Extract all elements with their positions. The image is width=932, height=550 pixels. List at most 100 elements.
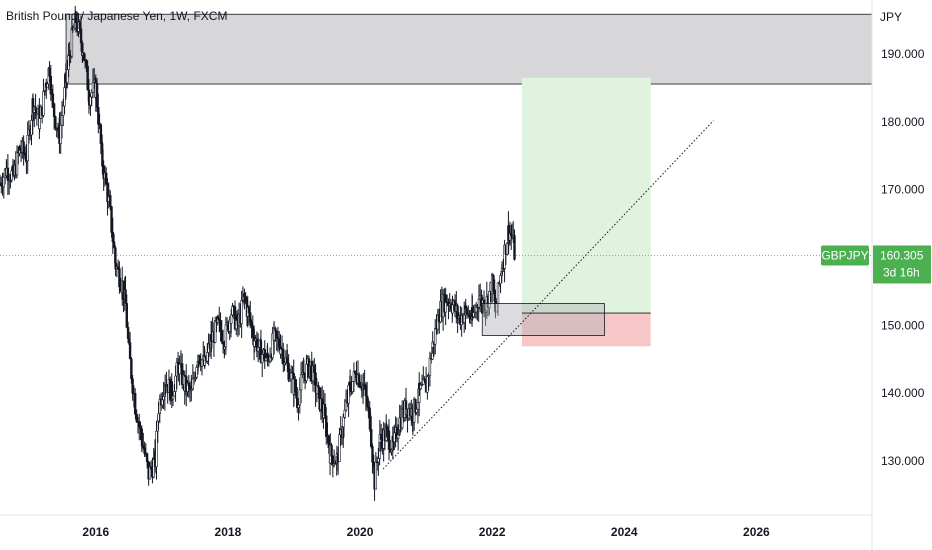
- candle: [224, 316, 228, 355]
- candle-body: [86, 65, 89, 91]
- candle: [434, 319, 437, 355]
- candle: [419, 381, 422, 390]
- candle-body: [49, 75, 53, 95]
- candle: [275, 330, 278, 351]
- resistance-zone[interactable]: [65, 13, 873, 85]
- candle: [317, 381, 320, 399]
- candle-body: [415, 408, 418, 413]
- candle-body: [348, 381, 352, 390]
- candle-body: [247, 306, 251, 314]
- candle-body: [214, 320, 217, 343]
- candle-body: [85, 60, 88, 67]
- candle: [6, 154, 10, 195]
- time-tick-label: 2022: [479, 525, 506, 539]
- candle: [255, 331, 259, 358]
- candle: [31, 93, 35, 122]
- candle-body: [271, 333, 274, 358]
- candle-body: [23, 152, 27, 156]
- candle-body: [323, 403, 327, 417]
- price-tick-label: 150.000: [881, 318, 925, 332]
- candle-body: [379, 434, 383, 440]
- candle: [347, 382, 350, 418]
- candle: [343, 399, 346, 419]
- candle-body: [342, 417, 345, 428]
- candle-body: [266, 352, 269, 359]
- candle-body: [90, 92, 93, 98]
- long-position-stop-zone[interactable]: [521, 313, 651, 347]
- candle-body: [297, 404, 300, 408]
- candle: [331, 455, 335, 478]
- candle-body: [374, 461, 378, 490]
- candle-body: [338, 434, 341, 462]
- candle-body: [110, 206, 113, 233]
- trendline[interactable]: [382, 120, 714, 470]
- price-tick-label: 130.000: [881, 454, 925, 468]
- candle-body: [198, 355, 201, 363]
- time-tick-label: 2018: [215, 525, 242, 539]
- candle-body: [287, 362, 290, 381]
- time-tick-label: 2016: [82, 525, 109, 539]
- last-price-value: 160.305: [880, 248, 924, 262]
- price-tick-label: 140.000: [881, 386, 925, 400]
- candle-body: [256, 346, 260, 352]
- candle-body: [496, 282, 500, 304]
- candle-body: [2, 176, 6, 188]
- candle-body: [468, 313, 471, 319]
- candle-body: [131, 378, 134, 394]
- candle-body: [206, 352, 209, 362]
- candle-body: [34, 106, 37, 111]
- candle: [374, 452, 378, 490]
- candle-body: [89, 96, 92, 106]
- candle-body: [464, 305, 467, 309]
- candle-body: [219, 320, 222, 332]
- candle-body: [125, 303, 128, 328]
- symbol-tag-bg: [821, 245, 869, 266]
- candle-body: [505, 243, 509, 255]
- candle: [131, 374, 134, 401]
- candle-body: [170, 381, 173, 400]
- candle-body: [492, 275, 495, 293]
- candle: [358, 372, 361, 389]
- candle: [368, 411, 372, 433]
- time-tick-label: 2024: [611, 525, 638, 539]
- candle-body: [109, 195, 112, 207]
- candle-body: [51, 93, 55, 105]
- candle: [344, 389, 348, 413]
- candle: [323, 393, 327, 420]
- candle-body: [31, 98, 35, 113]
- symbol-tag[interactable]: GBPJPY: [821, 245, 869, 266]
- candle-body: [191, 378, 195, 390]
- candle-body: [365, 395, 369, 407]
- candle-body: [118, 268, 121, 288]
- candle-body: [171, 395, 175, 400]
- candle: [145, 452, 149, 469]
- chart-title: British Pound / Japanese Yen, 1W, FXCM: [6, 9, 227, 23]
- candle-body: [456, 305, 459, 319]
- candle: [422, 366, 425, 385]
- symbol-tag-label: GBPJPY: [821, 248, 868, 262]
- candle: [52, 102, 56, 130]
- candle-body: [298, 389, 302, 406]
- candle: [0, 176, 3, 194]
- candle-body: [249, 312, 252, 323]
- candle: [230, 308, 233, 334]
- candle-body: [105, 172, 108, 184]
- candle-body: [128, 342, 132, 360]
- candle-body: [30, 120, 33, 136]
- candle-body: [22, 141, 25, 154]
- candle-body: [72, 27, 76, 31]
- candle: [112, 233, 116, 249]
- demand-zone[interactable]: [481, 303, 605, 336]
- candle-body: [10, 170, 13, 181]
- candle: [125, 294, 128, 329]
- candle: [268, 347, 272, 364]
- time-tick-label: 2020: [347, 525, 374, 539]
- candle-body: [130, 358, 133, 380]
- long-position-target-zone[interactable]: [521, 77, 651, 314]
- candle-body: [62, 105, 65, 116]
- candle: [289, 365, 293, 394]
- last-price-tag[interactable]: 160.305 3d 16h: [873, 245, 931, 284]
- candle-body: [145, 453, 149, 462]
